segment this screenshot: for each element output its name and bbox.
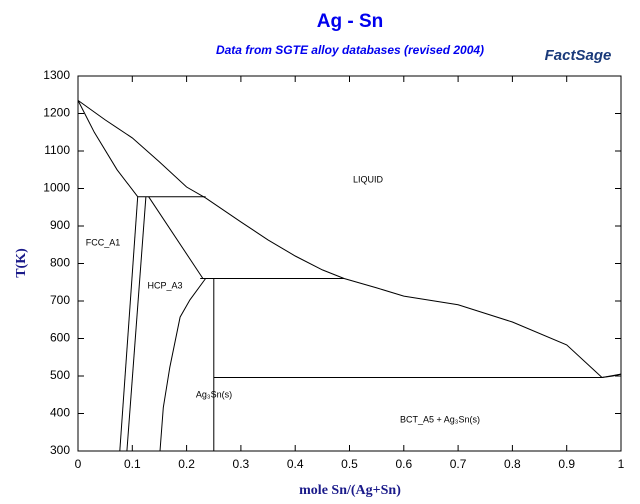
plot-frame (77, 75, 622, 452)
region-label: HCP_A3 (147, 280, 182, 290)
y-tick-label: 1100 (44, 143, 70, 157)
region-label: Ag₃Sn(s) (196, 389, 232, 399)
y-tick-label: 300 (50, 443, 70, 457)
y-tick-label: 1200 (43, 106, 70, 120)
region-label: FCC_A1 (86, 237, 121, 247)
x-tick-label: 0.1 (124, 457, 141, 471)
x-tick-label: 0.8 (504, 457, 521, 471)
logo: FactSage (545, 47, 612, 64)
y-tick-label: 1000 (43, 181, 70, 195)
y-tick-label: 400 (50, 406, 70, 420)
region-label: BCT_A5 + Ag₃Sn(s) (400, 414, 480, 424)
y-tick-label: 500 (50, 368, 70, 382)
x-tick-label: 0.6 (395, 457, 412, 471)
phase-boundary (148, 196, 204, 279)
x-axis-label: mole Sn/(Ag+Sn) (299, 483, 401, 498)
x-tick-label: 0.7 (450, 457, 467, 471)
phase-boundary (601, 373, 622, 378)
x-tick-label: 0.5 (341, 457, 358, 471)
y-tick-label: 800 (50, 256, 70, 270)
chart-subtitle: Data from SGTE alloy databases (revised … (216, 43, 484, 57)
x-tick-label: 0.4 (287, 457, 304, 471)
phase-boundary (77, 99, 622, 379)
y-tick-label: 700 (50, 293, 70, 307)
y-tick-label: 1300 (43, 68, 70, 82)
y-tick-label: 600 (50, 331, 70, 345)
region-label: LIQUID (353, 174, 384, 184)
x-tick-label: 0.2 (178, 457, 195, 471)
y-axis-label: T(K) (14, 248, 29, 278)
x-tick-label: 0 (75, 457, 82, 471)
x-tick-label: 0.3 (233, 457, 250, 471)
phase-boundary (77, 100, 139, 198)
x-tick-label: 0.9 (558, 457, 575, 471)
chart-title: Ag - Sn (317, 11, 384, 32)
phase-boundary (159, 278, 207, 452)
phase-boundary (126, 196, 147, 452)
phase-boundary (119, 196, 139, 452)
y-tick-label: 900 (50, 218, 70, 232)
x-tick-label: 1 (618, 457, 625, 471)
